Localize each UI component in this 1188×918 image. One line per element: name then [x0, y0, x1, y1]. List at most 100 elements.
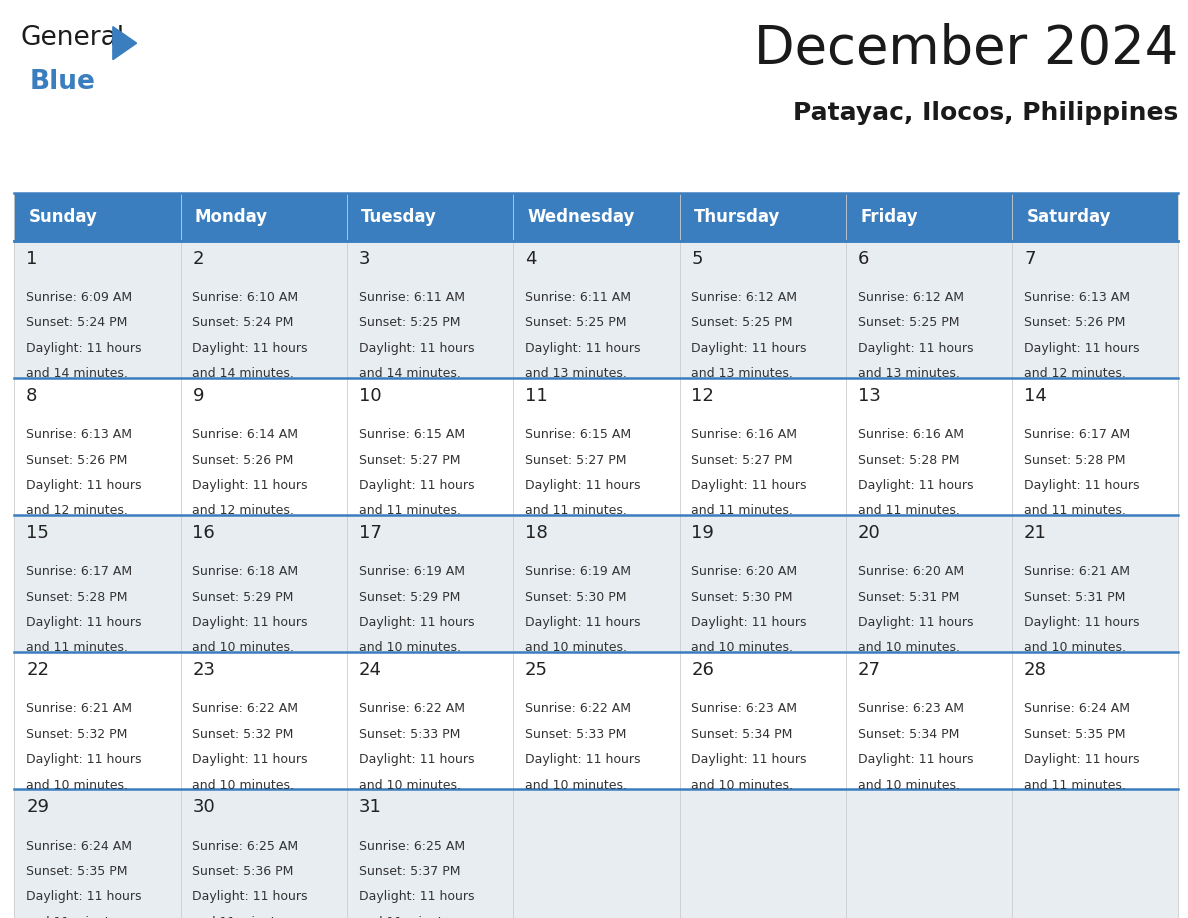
Text: Sunrise: 6:24 AM: Sunrise: 6:24 AM: [26, 840, 132, 853]
Text: and 12 minutes.: and 12 minutes.: [26, 504, 128, 517]
Text: 9: 9: [192, 386, 204, 405]
Text: Sunrise: 6:12 AM: Sunrise: 6:12 AM: [691, 291, 797, 304]
Text: Sunrise: 6:12 AM: Sunrise: 6:12 AM: [858, 291, 963, 304]
Text: Sunrise: 6:15 AM: Sunrise: 6:15 AM: [359, 428, 465, 442]
Text: Daylight: 11 hours: Daylight: 11 hours: [691, 479, 807, 492]
Text: 27: 27: [858, 661, 880, 679]
Text: Sunset: 5:30 PM: Sunset: 5:30 PM: [691, 590, 792, 604]
Text: Sunrise: 6:24 AM: Sunrise: 6:24 AM: [1024, 702, 1130, 715]
Text: Daylight: 11 hours: Daylight: 11 hours: [26, 616, 141, 629]
Text: and 11 minutes.: and 11 minutes.: [359, 916, 461, 918]
Text: and 10 minutes.: and 10 minutes.: [525, 642, 627, 655]
Text: and 11 minutes.: and 11 minutes.: [1024, 504, 1126, 517]
Text: Daylight: 11 hours: Daylight: 11 hours: [26, 341, 141, 354]
Text: Sunset: 5:33 PM: Sunset: 5:33 PM: [359, 728, 460, 741]
Text: 14: 14: [1024, 386, 1047, 405]
Text: 21: 21: [1024, 524, 1047, 542]
Text: and 11 minutes.: and 11 minutes.: [26, 916, 128, 918]
Text: and 10 minutes.: and 10 minutes.: [858, 642, 960, 655]
Text: Daylight: 11 hours: Daylight: 11 hours: [525, 753, 640, 767]
Text: 12: 12: [691, 386, 714, 405]
Text: Daylight: 11 hours: Daylight: 11 hours: [359, 341, 474, 354]
Text: and 12 minutes.: and 12 minutes.: [192, 504, 295, 517]
Text: Sunrise: 6:18 AM: Sunrise: 6:18 AM: [192, 565, 298, 578]
Text: Sunset: 5:28 PM: Sunset: 5:28 PM: [858, 453, 959, 466]
Text: Sunset: 5:31 PM: Sunset: 5:31 PM: [858, 590, 959, 604]
Text: Sunset: 5:29 PM: Sunset: 5:29 PM: [359, 590, 460, 604]
Text: Daylight: 11 hours: Daylight: 11 hours: [1024, 753, 1139, 767]
Text: Daylight: 11 hours: Daylight: 11 hours: [26, 479, 141, 492]
Text: Blue: Blue: [30, 69, 95, 95]
Text: and 11 minutes.: and 11 minutes.: [691, 504, 794, 517]
Text: 31: 31: [359, 799, 381, 816]
Text: 30: 30: [192, 799, 215, 816]
Text: 1: 1: [26, 250, 38, 268]
Text: Daylight: 11 hours: Daylight: 11 hours: [359, 890, 474, 903]
Text: 26: 26: [691, 661, 714, 679]
Text: 29: 29: [26, 799, 49, 816]
Bar: [14, 193, 1178, 241]
Text: Daylight: 11 hours: Daylight: 11 hours: [525, 616, 640, 629]
Text: 10: 10: [359, 386, 381, 405]
Text: Sunrise: 6:22 AM: Sunrise: 6:22 AM: [359, 702, 465, 715]
Polygon shape: [113, 27, 137, 60]
Text: 6: 6: [858, 250, 870, 268]
Text: Sunrise: 6:17 AM: Sunrise: 6:17 AM: [1024, 428, 1130, 442]
Text: and 11 minutes.: and 11 minutes.: [525, 504, 627, 517]
Text: Sunset: 5:28 PM: Sunset: 5:28 PM: [1024, 453, 1125, 466]
Text: 28: 28: [1024, 661, 1047, 679]
Text: Thursday: Thursday: [694, 207, 781, 226]
Text: 24: 24: [359, 661, 381, 679]
Text: and 14 minutes.: and 14 minutes.: [359, 367, 461, 380]
Text: Saturday: Saturday: [1026, 207, 1111, 226]
Text: Daylight: 11 hours: Daylight: 11 hours: [192, 479, 308, 492]
Text: Sunrise: 6:23 AM: Sunrise: 6:23 AM: [858, 702, 963, 715]
Text: Daylight: 11 hours: Daylight: 11 hours: [359, 616, 474, 629]
Bar: [14, 377, 1178, 515]
Text: and 13 minutes.: and 13 minutes.: [858, 367, 960, 380]
Text: Daylight: 11 hours: Daylight: 11 hours: [1024, 341, 1139, 354]
Text: 15: 15: [26, 524, 49, 542]
Text: 8: 8: [26, 386, 38, 405]
Text: and 11 minutes.: and 11 minutes.: [359, 504, 461, 517]
Text: 11: 11: [525, 386, 548, 405]
Text: Daylight: 11 hours: Daylight: 11 hours: [691, 341, 807, 354]
Text: and 11 minutes.: and 11 minutes.: [1024, 778, 1126, 791]
Text: Daylight: 11 hours: Daylight: 11 hours: [858, 616, 973, 629]
Text: Sunday: Sunday: [29, 207, 97, 226]
Text: Daylight: 11 hours: Daylight: 11 hours: [192, 616, 308, 629]
Text: Sunrise: 6:13 AM: Sunrise: 6:13 AM: [26, 428, 132, 442]
Text: Sunset: 5:37 PM: Sunset: 5:37 PM: [359, 865, 460, 878]
Text: 2: 2: [192, 250, 204, 268]
Text: and 11 minutes.: and 11 minutes.: [192, 916, 295, 918]
Text: and 10 minutes.: and 10 minutes.: [1024, 642, 1126, 655]
Text: Daylight: 11 hours: Daylight: 11 hours: [192, 890, 308, 903]
Text: Sunrise: 6:25 AM: Sunrise: 6:25 AM: [192, 840, 298, 853]
Text: Sunset: 5:25 PM: Sunset: 5:25 PM: [858, 317, 959, 330]
Text: and 10 minutes.: and 10 minutes.: [359, 778, 461, 791]
Text: Sunrise: 6:14 AM: Sunrise: 6:14 AM: [192, 428, 298, 442]
Text: Sunrise: 6:20 AM: Sunrise: 6:20 AM: [858, 565, 963, 578]
Text: 22: 22: [26, 661, 49, 679]
Text: Sunset: 5:26 PM: Sunset: 5:26 PM: [1024, 317, 1125, 330]
Text: Friday: Friday: [860, 207, 918, 226]
Text: Sunrise: 6:15 AM: Sunrise: 6:15 AM: [525, 428, 631, 442]
Bar: [14, 515, 1178, 652]
Text: Sunset: 5:27 PM: Sunset: 5:27 PM: [691, 453, 792, 466]
Text: Daylight: 11 hours: Daylight: 11 hours: [192, 753, 308, 767]
Text: Monday: Monday: [195, 207, 268, 226]
Text: Sunset: 5:25 PM: Sunset: 5:25 PM: [691, 317, 792, 330]
Text: Sunrise: 6:21 AM: Sunrise: 6:21 AM: [1024, 565, 1130, 578]
Text: Daylight: 11 hours: Daylight: 11 hours: [858, 753, 973, 767]
Text: Daylight: 11 hours: Daylight: 11 hours: [691, 753, 807, 767]
Text: Sunset: 5:34 PM: Sunset: 5:34 PM: [691, 728, 792, 741]
Text: Daylight: 11 hours: Daylight: 11 hours: [525, 479, 640, 492]
Text: Sunset: 5:25 PM: Sunset: 5:25 PM: [525, 317, 626, 330]
Text: and 10 minutes.: and 10 minutes.: [858, 778, 960, 791]
Bar: [14, 652, 1178, 789]
Bar: [14, 789, 1178, 918]
Text: Sunset: 5:26 PM: Sunset: 5:26 PM: [26, 453, 127, 466]
Text: Daylight: 11 hours: Daylight: 11 hours: [525, 341, 640, 354]
Text: Sunset: 5:28 PM: Sunset: 5:28 PM: [26, 590, 127, 604]
Text: Daylight: 11 hours: Daylight: 11 hours: [858, 479, 973, 492]
